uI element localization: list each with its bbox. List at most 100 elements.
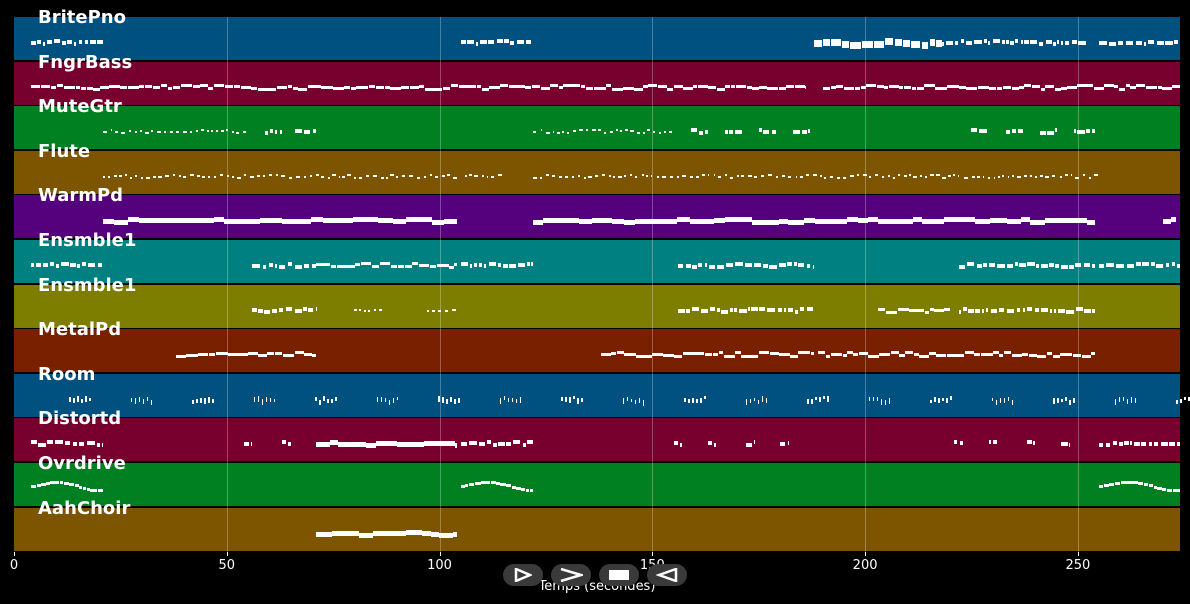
note-mark xyxy=(303,175,306,178)
note-mark xyxy=(1134,442,1140,447)
note-mark xyxy=(976,264,982,268)
note-mark xyxy=(508,84,517,88)
note-mark xyxy=(876,396,879,401)
note-mark xyxy=(700,397,702,403)
playback-controls xyxy=(503,564,687,586)
note-mark xyxy=(778,86,786,90)
note-mark xyxy=(879,353,891,357)
note-mark xyxy=(1074,218,1088,224)
note-mark xyxy=(1020,40,1024,44)
note-mark xyxy=(769,352,779,356)
note-mark xyxy=(1003,397,1006,403)
note-mark xyxy=(558,175,563,178)
note-mark xyxy=(975,308,980,313)
note-mark xyxy=(611,219,624,225)
note-mark xyxy=(967,262,974,266)
note-mark xyxy=(966,86,978,90)
note-mark xyxy=(87,263,96,267)
note-mark xyxy=(1039,42,1044,46)
note-mark xyxy=(54,39,61,43)
note-mark xyxy=(1126,398,1129,404)
note-mark xyxy=(897,173,900,176)
note-mark xyxy=(968,308,974,313)
note-mark xyxy=(580,84,586,88)
note-mark xyxy=(531,84,541,88)
note-mark xyxy=(769,265,777,269)
note-mark xyxy=(86,86,93,90)
note-mark xyxy=(723,355,735,359)
note-mark xyxy=(175,131,180,134)
note-mark xyxy=(43,263,49,267)
note-mark xyxy=(331,398,333,403)
note-mark xyxy=(147,218,161,224)
note-mark xyxy=(121,132,125,135)
note-mark xyxy=(316,263,326,266)
note-mark xyxy=(74,484,79,487)
note-mark xyxy=(752,220,767,226)
note-mark xyxy=(139,130,143,133)
stop-button[interactable] xyxy=(599,564,639,586)
note-mark xyxy=(684,397,686,402)
note-mark xyxy=(465,174,467,177)
note-mark xyxy=(1157,487,1162,490)
rewind-button[interactable] xyxy=(647,564,687,586)
note-mark xyxy=(613,175,615,178)
note-mark xyxy=(1073,397,1075,403)
note-mark xyxy=(734,130,742,135)
note-mark xyxy=(663,354,674,358)
note-mark xyxy=(1072,40,1078,44)
note-mark xyxy=(858,352,868,356)
note-mark xyxy=(120,85,128,89)
note-mark xyxy=(741,84,747,88)
note-mark xyxy=(1176,264,1180,268)
note-mark xyxy=(142,398,145,404)
note-mark xyxy=(127,85,139,89)
note-mark xyxy=(478,442,485,447)
note-mark xyxy=(437,309,441,312)
note-mark xyxy=(240,85,251,89)
note-mark xyxy=(657,84,667,88)
note-mark xyxy=(766,220,779,226)
play-button[interactable] xyxy=(503,564,543,586)
note-mark xyxy=(1028,354,1037,358)
note-mark xyxy=(248,352,258,356)
note-mark xyxy=(1011,129,1017,134)
note-mark xyxy=(1072,354,1082,358)
note-mark xyxy=(281,174,285,177)
note-mark xyxy=(858,218,868,224)
note-mark xyxy=(540,176,542,179)
note-mark xyxy=(342,175,345,178)
note-mark xyxy=(702,219,715,225)
note-mark xyxy=(941,42,945,46)
note-mark xyxy=(656,175,660,178)
fast-forward-button[interactable] xyxy=(551,564,591,586)
note-mark xyxy=(929,307,934,311)
note-mark xyxy=(1016,307,1021,312)
note-mark xyxy=(729,307,734,312)
note-mark xyxy=(842,41,849,48)
note-mark xyxy=(753,263,761,267)
note-mark xyxy=(490,175,495,178)
note-mark xyxy=(909,308,915,312)
note-mark xyxy=(669,175,673,178)
note-mark xyxy=(735,351,741,355)
note-mark xyxy=(1052,355,1060,359)
note-mark xyxy=(1125,83,1130,87)
note-mark xyxy=(512,440,521,445)
note-mark xyxy=(46,482,50,485)
note-mark xyxy=(483,264,487,268)
note-mark xyxy=(758,351,770,355)
note-mark xyxy=(588,175,593,178)
note-mark xyxy=(378,308,383,311)
note-mark xyxy=(527,440,534,445)
note-mark xyxy=(201,129,204,132)
note-mark xyxy=(793,262,797,266)
note-mark xyxy=(810,352,815,356)
note-mark xyxy=(135,174,138,177)
note-mark xyxy=(270,129,274,134)
note-mark xyxy=(979,129,987,134)
note-mark xyxy=(450,83,459,87)
note-mark xyxy=(208,175,211,178)
note-mark xyxy=(847,351,853,355)
note-mark xyxy=(344,265,355,268)
